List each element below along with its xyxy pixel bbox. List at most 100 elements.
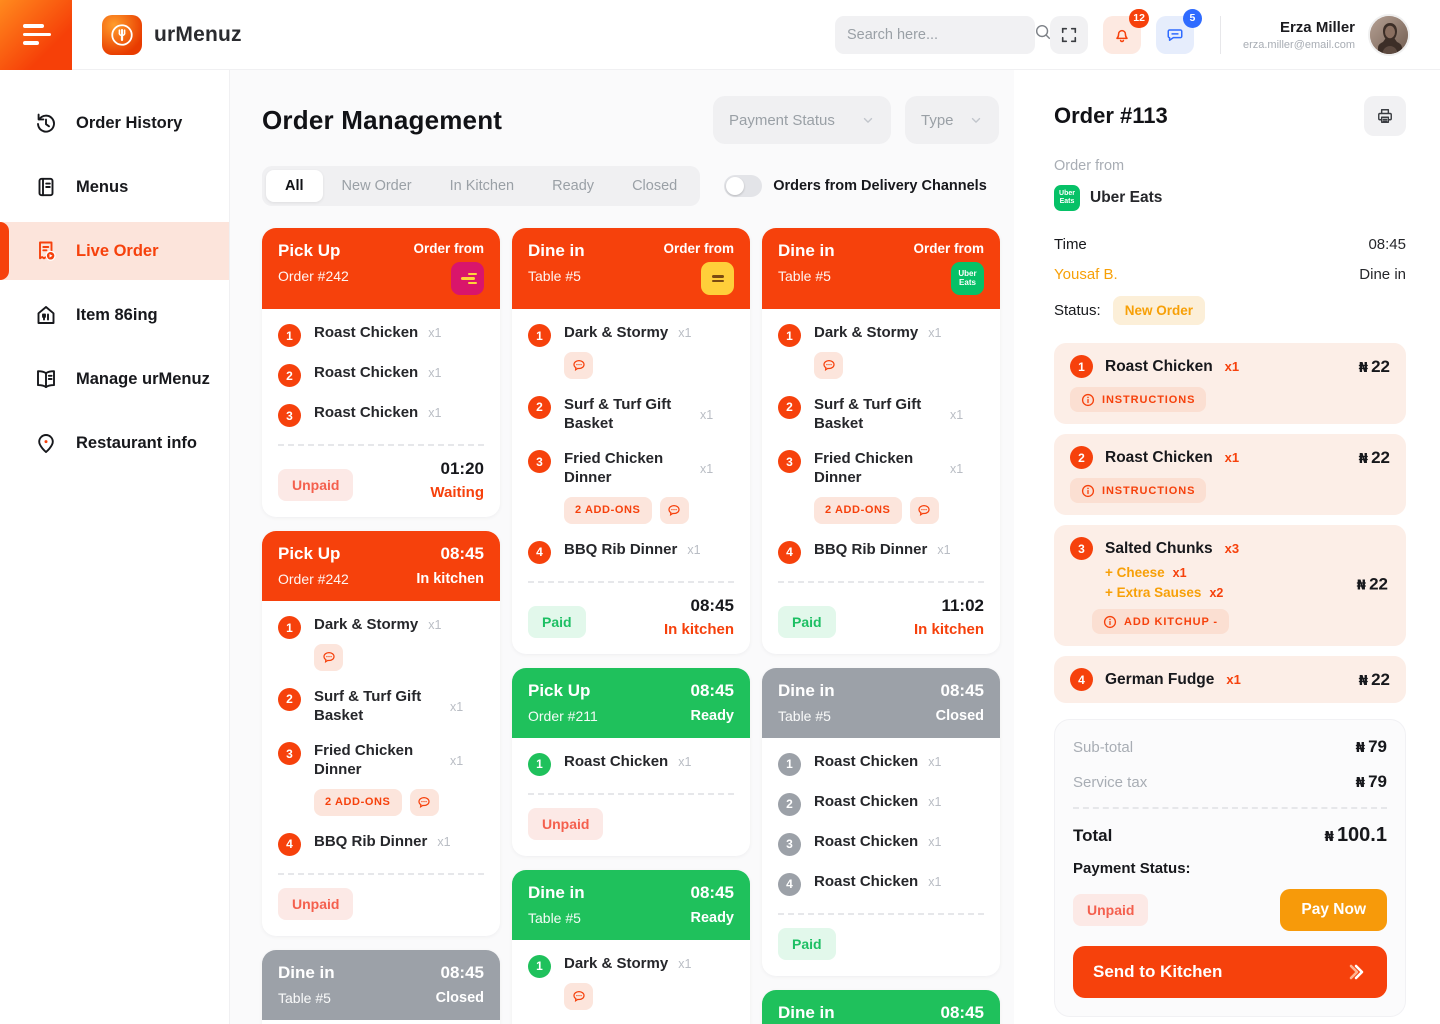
user-menu[interactable]: Erza Miller erza.miller@email.com <box>1243 13 1410 56</box>
payment-badge: Paid <box>778 605 836 638</box>
card-header-right: Order from <box>413 241 484 295</box>
payment-status-filter[interactable]: Payment Status <box>713 96 891 144</box>
tab-in-kitchen[interactable]: In Kitchen <box>449 178 515 194</box>
note-chip[interactable]: INSTRUCTIONS <box>1070 478 1207 503</box>
sidebar-item-label: Live Order <box>76 241 159 260</box>
addons-badge[interactable]: 2 ADD-ONS <box>564 496 652 524</box>
addons-badge[interactable]: 2 ADD-ONS <box>814 496 902 524</box>
tab-closed[interactable]: Closed <box>632 178 678 194</box>
order-card-header: Dine in Table #5 08:45 Ready <box>512 869 750 940</box>
order-from-label: Order from <box>663 241 734 256</box>
order-column: Dine in Table #5 Order from 1 Dark & Stormy x… <box>512 228 750 1024</box>
card-subtitle: Table #5 <box>528 268 581 284</box>
comment-button[interactable] <box>409 788 439 816</box>
sidebar-item-menus[interactable]: Menus <box>0 158 229 216</box>
item-name: BBQ Rib Dinner <box>814 540 928 558</box>
sidebar-item-live-order[interactable]: Live Order <box>0 222 229 280</box>
card-subtitle: Table #5 <box>528 909 581 926</box>
tab-new-order[interactable]: New Order <box>341 178 412 194</box>
item-qty: x1 <box>428 366 442 381</box>
note-chip[interactable]: ADD KITCHUP - <box>1092 609 1229 634</box>
comment-button[interactable] <box>814 351 843 379</box>
item-qty: x1 <box>450 699 464 714</box>
order-item: 4 BBQ Rib Dinner x1 <box>528 540 734 564</box>
comment-button[interactable] <box>909 496 939 524</box>
addons-badge[interactable]: 2 ADD-ONS <box>314 788 402 816</box>
order-card-header: Pick Up Order #211 08:45 Ready <box>512 667 750 738</box>
order-card[interactable]: Dine in Table #5 Order from 1 Dark & Stormy x… <box>512 228 750 654</box>
order-card-header: Pick Up Order #242 Order from <box>262 228 500 309</box>
comment-button[interactable] <box>564 982 593 1010</box>
card-footer: Paid 08:45 In kitchen <box>528 596 734 638</box>
hamburger-menu-icon[interactable] <box>0 0 72 70</box>
order-card[interactable]: Pick Up Order #242 Order from 1 Roast Chicke… <box>262 228 500 517</box>
sidebar-item-manage-urmenuz[interactable]: Manage urMenuz <box>0 350 229 408</box>
note-text: ADD KITCHUP - <box>1124 615 1218 628</box>
delivery-channels-toggle[interactable]: Orders from Delivery Channels <box>724 175 987 197</box>
detail-item[interactable]: 1 Roast Chicken x1 ₦ 22 INSTRUCTIONS <box>1054 343 1406 424</box>
card-status: Closed <box>935 707 984 724</box>
toggle-switch[interactable] <box>724 175 763 197</box>
detail-item[interactable]: 4 German Fudge x1 ₦ 22 <box>1054 656 1406 703</box>
item-number: 2 <box>528 395 551 419</box>
order-card[interactable]: Pick Up Order #242 08:45 In kitchen 1 Dark & … <box>262 531 500 936</box>
search-input[interactable] <box>846 26 1034 43</box>
send-to-kitchen-button[interactable]: Send to Kitchen <box>1073 946 1387 998</box>
comment-icon <box>572 359 585 371</box>
item-name: Dark & Stormy <box>314 616 419 633</box>
card-status: In kitchen <box>416 571 484 587</box>
messages-badge: 5 <box>1182 8 1202 28</box>
detail-item[interactable]: 3 Salted Chunks x3 + Cheese x1 + Extra Sauses… <box>1054 525 1406 646</box>
comment-button[interactable] <box>564 351 593 379</box>
user-name: Erza Miller <box>1279 18 1355 36</box>
item-number: 1 <box>278 616 301 639</box>
item-addon: + Extra Sauses x2 <box>1105 585 1224 600</box>
restaurant-info-icon <box>38 434 54 453</box>
item-number: 4 <box>528 540 551 564</box>
sidebar-item-restaurant-info[interactable]: Restaurant info <box>0 414 229 472</box>
tab-all[interactable]: All <box>266 170 323 202</box>
order-item: 4 BBQ Rib Dinner x1 <box>278 832 484 856</box>
item-line: Roast Chicken x1 <box>814 833 984 852</box>
card-header-left: Dine in Table #5 <box>778 241 835 295</box>
detail-item-top: 1 Roast Chicken x1 ₦ 22 <box>1070 355 1390 378</box>
item-number: 1 <box>778 752 801 776</box>
sidebar-item-order-history[interactable]: Order History <box>0 94 229 152</box>
print-button[interactable] <box>1364 96 1406 136</box>
order-card[interactable]: Dine in Table #5 08:45 Ready 1 Dark & Stormy x… <box>512 869 750 1024</box>
type-filter[interactable]: Type <box>905 96 999 144</box>
messages-button[interactable]: 5 <box>1155 8 1202 54</box>
comment-button[interactable] <box>659 496 689 524</box>
order-card[interactable]: Pick Up Order #211 08:45 Ready 1 Roast Chicke… <box>512 667 750 856</box>
notifications-button[interactable]: 12 <box>1102 8 1149 54</box>
pay-now-button[interactable]: Pay Now <box>1280 889 1387 931</box>
chevron-down-icon <box>971 117 981 123</box>
fullscreen-button[interactable] <box>1049 15 1088 54</box>
search-bar[interactable] <box>834 15 1050 54</box>
item-line: Dark & Stormy x1 <box>814 324 984 343</box>
card-header-right: 08:45 In kitchen <box>416 544 484 587</box>
avatar[interactable] <box>1368 13 1410 56</box>
detail-item[interactable]: 2 Roast Chicken x1 ₦ 22 INSTRUCTIONS <box>1054 434 1406 515</box>
note-chip[interactable]: INSTRUCTIONS <box>1070 387 1207 412</box>
item-number: 2 <box>1070 446 1093 469</box>
item-qty: x1 <box>937 543 951 558</box>
sidebar-item-item-86ing[interactable]: Item 86ing <box>0 286 229 344</box>
topbar-divider <box>1219 15 1221 54</box>
item-line: Roast Chicken x1 <box>814 793 984 812</box>
order-item: 1 Roast Chicken x1 <box>528 752 734 776</box>
item-main: BBQ Rib Dinner x1 <box>814 541 984 560</box>
item-qty: x1 <box>928 326 942 341</box>
time-label: Time <box>1054 236 1087 253</box>
comment-button[interactable] <box>314 643 343 671</box>
card-type: Pick Up <box>278 544 341 563</box>
card-time: 08:45 <box>940 1002 984 1022</box>
tab-ready[interactable]: Ready <box>552 178 595 194</box>
item-number: 3 <box>528 450 551 474</box>
order-card[interactable]: Dine in Table #5 Order from Uber Eats 1 Dark &… <box>762 228 1000 654</box>
detail-item-top: 2 Roast Chicken x1 ₦ 22 <box>1070 446 1390 469</box>
